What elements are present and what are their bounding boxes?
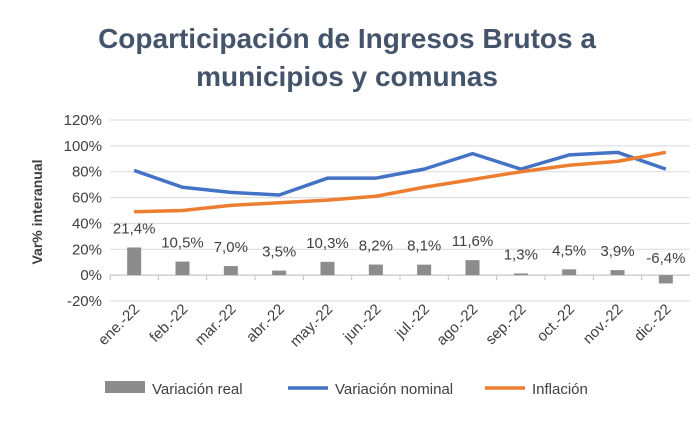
bar-variacion-real xyxy=(658,275,673,284)
legend-label: Inflación xyxy=(532,381,588,398)
x-tick-label: oct.-22 xyxy=(534,301,578,345)
x-tick-label: ago.-22 xyxy=(433,301,481,349)
chart-title-line-1: Coparticipación de Ingresos Brutos a xyxy=(98,23,596,54)
data-label: 8,1% xyxy=(407,238,441,255)
x-tick-label: ene.-22 xyxy=(95,301,143,349)
bar-variacion-real xyxy=(417,264,432,276)
y-tick-label: 20% xyxy=(72,241,102,258)
x-tick-label: jul.-22 xyxy=(391,301,433,343)
y-tick-label: 60% xyxy=(72,190,102,207)
x-tick-label: dic.-22 xyxy=(631,301,675,345)
bar-variacion-real xyxy=(127,247,142,276)
x-tick-label: nov.-22 xyxy=(580,301,627,348)
bar-variacion-real xyxy=(610,270,625,276)
data-label: 10,5% xyxy=(161,235,204,252)
bar-variacion-real xyxy=(223,266,238,276)
x-tick-label: feb.-22 xyxy=(146,301,191,346)
y-tick-label: 120% xyxy=(64,112,102,129)
bar-variacion-real xyxy=(272,270,287,276)
data-label: 1,3% xyxy=(504,246,538,263)
x-tick-label: jun.-22 xyxy=(339,301,384,346)
legend-swatch xyxy=(105,381,145,393)
y-tick-label: 0% xyxy=(80,267,102,284)
data-label: 10,3% xyxy=(306,235,349,252)
line-inflación xyxy=(134,150,667,214)
x-tick-label: abr.-22 xyxy=(243,301,288,346)
bar-variacion-real xyxy=(465,260,480,276)
x-tick-label: may.-22 xyxy=(287,301,337,351)
y-tick-label: 80% xyxy=(72,164,102,181)
x-tick-label: sep.-22 xyxy=(482,301,529,348)
bar-variacion-real xyxy=(513,273,528,276)
data-label: 7,0% xyxy=(214,239,248,256)
y-tick-label: 40% xyxy=(72,215,102,232)
bar-variacion-real xyxy=(368,264,383,276)
y-tick-label: -20% xyxy=(67,293,102,310)
data-label: 8,2% xyxy=(359,238,393,255)
legend-label: Variación real xyxy=(152,381,243,398)
y-tick-label: 100% xyxy=(64,138,102,155)
bar-variacion-real xyxy=(320,261,335,276)
y-axis-label: Var% interanual xyxy=(29,159,45,264)
data-label: 3,5% xyxy=(262,244,296,261)
data-label: 3,9% xyxy=(600,243,634,260)
chart-title-line-2: municipios y comunas xyxy=(196,61,498,92)
x-tick-label: mar.-22 xyxy=(192,301,240,349)
data-label: -6,4% xyxy=(646,250,685,267)
line-variación-nominal xyxy=(133,150,667,197)
data-label: 21,4% xyxy=(113,220,156,237)
data-label: 11,6% xyxy=(452,233,493,250)
bar-variacion-real xyxy=(175,261,190,276)
data-label: 4,5% xyxy=(552,242,586,259)
legend-label: Variación nominal xyxy=(335,381,453,398)
bar-variacion-real xyxy=(562,269,577,276)
